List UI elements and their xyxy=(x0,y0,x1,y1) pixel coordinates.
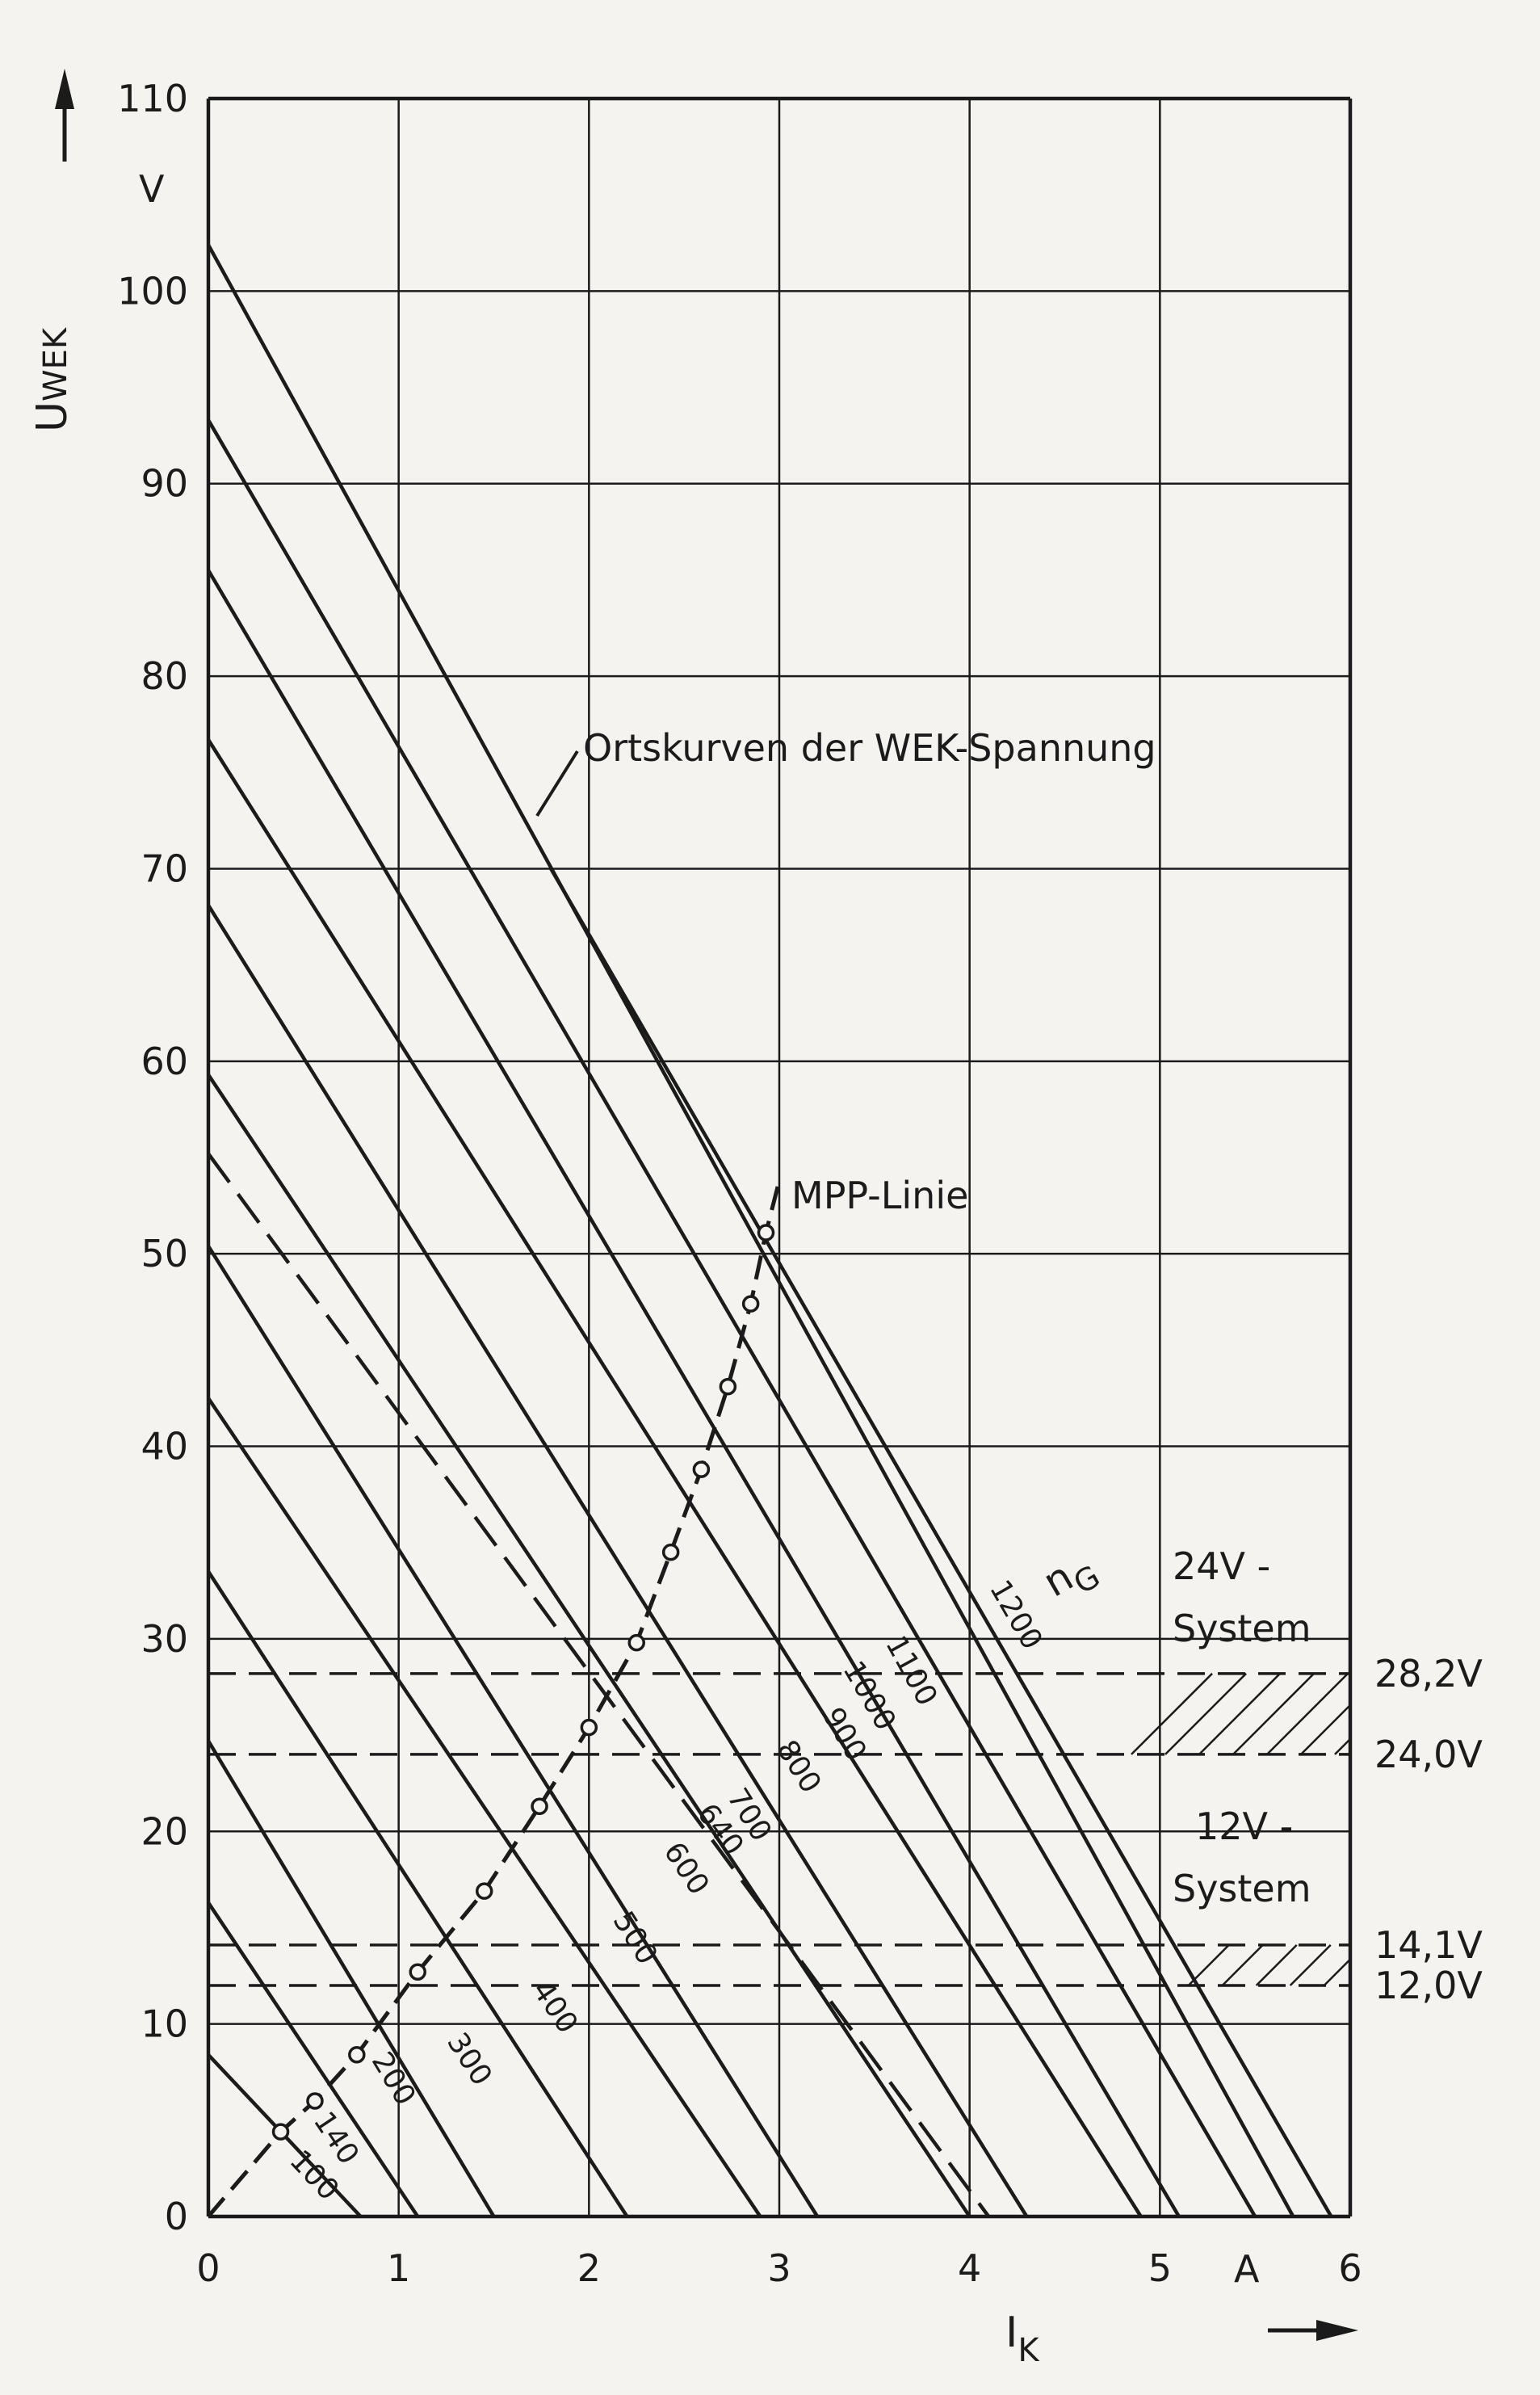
curve-900 xyxy=(207,569,1181,2218)
grid xyxy=(206,96,1353,2219)
y-tick-label: 80 xyxy=(141,654,188,698)
y-tick-label: 50 xyxy=(141,1232,188,1275)
y-axis-unit: V xyxy=(139,167,165,211)
y-tick-label: 30 xyxy=(141,1617,188,1661)
curve-400 xyxy=(207,1397,762,2218)
curve-700 xyxy=(207,904,1029,2218)
x-tick-label: 5 xyxy=(1148,2246,1172,2290)
curve-label-600: 600 xyxy=(657,1836,715,1901)
mpp-marker xyxy=(741,1295,760,1313)
curve-800 xyxy=(207,738,1143,2218)
hatch-stroke xyxy=(1266,1672,1349,1755)
curve-600 xyxy=(207,1074,971,2218)
hatch-1 xyxy=(1187,1944,1351,1986)
y-tick-label: 90 xyxy=(141,462,188,506)
curve-1200 xyxy=(549,868,1333,2218)
mpp-marker xyxy=(580,1718,598,1737)
y-tick-label: 0 xyxy=(165,2195,188,2238)
reference-label: 24,0V xyxy=(1374,1733,1483,1776)
mpp-marker xyxy=(306,2092,324,2110)
mpp-marker xyxy=(719,1377,737,1396)
hatch-stroke xyxy=(1221,1944,1264,1986)
x-tick-label: 2 xyxy=(577,2246,601,2290)
reference-label: 14,1V xyxy=(1374,1923,1483,1967)
svg-text:System: System xyxy=(1173,1607,1311,1650)
ortskurven-leader xyxy=(535,750,579,817)
x-tick-label: 0 xyxy=(196,2246,220,2290)
x-axis-arrow xyxy=(1268,2320,1358,2341)
mpp-marker xyxy=(348,2046,366,2064)
curve-family-label: nG xyxy=(1035,1541,1106,1614)
mpp-marker xyxy=(271,2123,290,2141)
ortskurven-annotation: Ortskurven der WEK-Spannung xyxy=(583,726,1156,770)
hatch-stroke xyxy=(1334,1738,1351,1755)
mpp-marker xyxy=(692,1460,711,1478)
y-axis-arrow xyxy=(55,69,74,162)
y-tick-label: 10 xyxy=(141,2002,188,2046)
curve-500 xyxy=(207,1245,820,2218)
reference-label: 12,0V xyxy=(1374,1964,1483,2007)
hatch-stroke xyxy=(1232,1672,1315,1755)
y-tick-label: 60 xyxy=(141,1040,188,1083)
reference-label: 28,2V xyxy=(1374,1652,1483,1695)
x-tick-label: 6 xyxy=(1338,2246,1362,2290)
curve-label-300: 300 xyxy=(440,2027,498,2091)
system-24v-label: 24V - System xyxy=(1173,1544,1311,1650)
mpp-marker xyxy=(627,1633,645,1652)
hatch-stroke xyxy=(1300,1704,1351,1755)
curve-140 xyxy=(207,1901,420,2218)
mpp-marker xyxy=(757,1224,775,1242)
x-tick-label: 1 xyxy=(387,2246,410,2290)
voltage-curves xyxy=(207,244,1333,2218)
x-axis-title: IK xyxy=(1005,2309,1040,2369)
curve-640 xyxy=(207,1152,991,2218)
hatch-stroke xyxy=(1198,1672,1281,1755)
y-tick-label: 20 xyxy=(141,1809,188,1853)
mpp-marker xyxy=(475,1882,493,1900)
mpp-marker xyxy=(661,1543,680,1561)
system-12v-label: 12V - System xyxy=(1173,1805,1311,1910)
curve-1000 xyxy=(207,418,1257,2218)
curve-200 xyxy=(207,1740,496,2218)
mpp-marker xyxy=(531,1797,548,1816)
y-axis-title: UWEK xyxy=(28,326,77,432)
svg-text:System: System xyxy=(1173,1867,1311,1910)
system-reference-lines xyxy=(208,1672,1350,1987)
hatch-stroke xyxy=(1164,1672,1247,1755)
hatch-stroke xyxy=(1289,1944,1332,1986)
mpp-marker xyxy=(409,1963,426,1981)
curve-label-200: 200 xyxy=(365,2047,422,2111)
x-tick-label: 3 xyxy=(767,2246,791,2290)
curve-label-1200: 1200 xyxy=(983,1574,1048,1655)
hatch-stroke xyxy=(1255,1944,1298,1986)
y-tick-label: 110 xyxy=(117,77,188,120)
svg-text:12V -: 12V - xyxy=(1195,1805,1293,1848)
y-tick-label: 100 xyxy=(117,269,188,313)
svg-text:24V -: 24V - xyxy=(1173,1544,1270,1588)
y-tick-label: 70 xyxy=(141,847,188,890)
x-tick-label: 4 xyxy=(958,2246,981,2290)
hatch-stroke xyxy=(1323,1958,1351,1986)
mpp-annotation: MPP-Linie xyxy=(791,1174,968,1217)
hatch-0 xyxy=(1131,1672,1351,1755)
y-tick-label: 40 xyxy=(141,1425,188,1469)
x-axis-unit: A xyxy=(1234,2247,1260,2291)
mpp-line xyxy=(207,1179,782,2218)
hatch-stroke xyxy=(1131,1672,1213,1755)
curve-1100 xyxy=(207,244,1295,2218)
curve-300 xyxy=(207,1570,629,2218)
